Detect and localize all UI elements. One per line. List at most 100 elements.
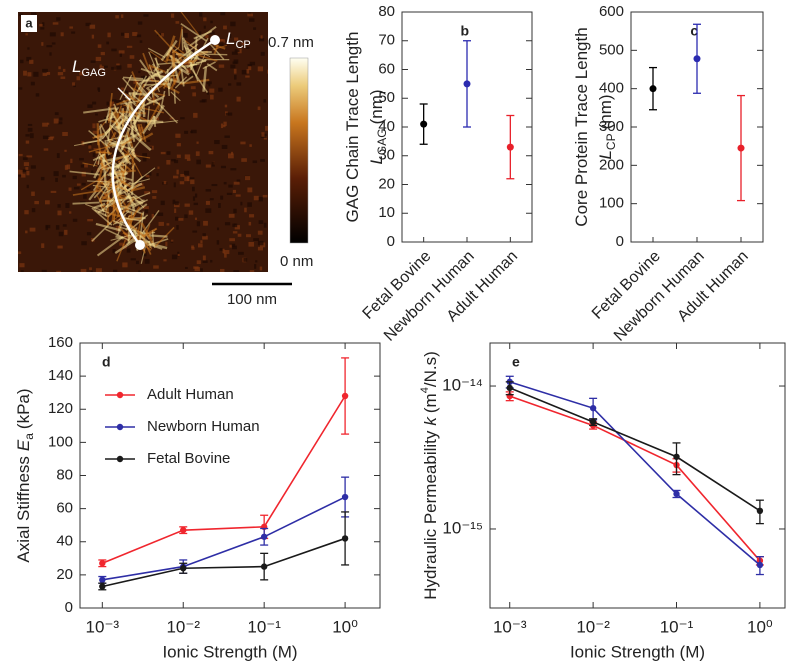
fiber xyxy=(172,72,176,85)
fiber xyxy=(148,234,168,238)
speckle xyxy=(161,33,164,37)
x-tick-label: 10⁻³ xyxy=(493,617,527,636)
speckle xyxy=(259,266,263,271)
point xyxy=(589,418,597,426)
speckle xyxy=(233,270,240,272)
speckle xyxy=(85,22,91,27)
fiber xyxy=(181,29,184,51)
speckle xyxy=(184,214,188,219)
speckle xyxy=(233,75,237,80)
fiber xyxy=(195,54,206,76)
point xyxy=(756,561,764,569)
speckle xyxy=(175,21,180,24)
speckle xyxy=(106,101,110,106)
fiber xyxy=(115,145,132,166)
speckle xyxy=(148,146,153,149)
speckle xyxy=(157,166,160,169)
speckle xyxy=(248,221,252,226)
speckle xyxy=(92,123,96,129)
speckle xyxy=(72,82,76,86)
speckle xyxy=(123,146,126,150)
speckle xyxy=(189,177,195,181)
speckle xyxy=(219,248,223,251)
speckle xyxy=(236,179,241,183)
speckle xyxy=(166,159,171,165)
speckle xyxy=(69,211,72,214)
fiber xyxy=(142,75,151,88)
speckle xyxy=(176,169,179,175)
fiber xyxy=(119,175,133,181)
point xyxy=(180,526,187,534)
subscript: GAG xyxy=(81,67,105,79)
speckle xyxy=(210,20,213,24)
fiber xyxy=(116,118,124,131)
speckle xyxy=(56,270,62,272)
y-tick-label: 30 xyxy=(378,147,395,164)
y-tick-label: 60 xyxy=(56,500,73,517)
speckle xyxy=(210,94,214,100)
speckle xyxy=(81,171,86,177)
speckle xyxy=(238,251,244,255)
speckle xyxy=(237,233,242,237)
fiber xyxy=(91,207,113,226)
subscript: CP xyxy=(235,39,250,51)
speckle xyxy=(26,56,32,62)
speckle xyxy=(197,243,203,248)
fiber xyxy=(175,51,195,65)
colorbar-min: 0 nm xyxy=(280,253,313,270)
speckle xyxy=(232,245,237,250)
speckle xyxy=(209,198,214,201)
y-axis-label: LGAG (nm) xyxy=(367,89,389,164)
speckle xyxy=(31,208,36,213)
speckle xyxy=(143,14,149,17)
speckle xyxy=(178,218,184,221)
speckle xyxy=(50,190,57,193)
speckle xyxy=(138,270,141,272)
speckle xyxy=(104,117,107,120)
speckle xyxy=(42,73,48,76)
fiber xyxy=(122,77,138,95)
speckle xyxy=(138,126,144,132)
speckle xyxy=(205,164,211,168)
speckle xyxy=(86,187,91,190)
fiber xyxy=(92,132,105,140)
y-axis-label: Core Protein Trace Length xyxy=(572,27,591,226)
speckle xyxy=(202,255,206,261)
speckle xyxy=(116,63,120,66)
point xyxy=(673,453,680,460)
speckle xyxy=(48,137,54,141)
speckle xyxy=(115,100,122,103)
speckle xyxy=(26,170,30,176)
speckle xyxy=(249,144,252,147)
fiber xyxy=(93,154,100,167)
speckle xyxy=(191,129,197,134)
speckle xyxy=(135,260,139,265)
speckle xyxy=(260,158,265,162)
series-line xyxy=(509,395,761,562)
fiber xyxy=(128,92,149,97)
speckle xyxy=(104,154,110,158)
speckle xyxy=(151,190,158,194)
speckle xyxy=(257,230,263,235)
speckle xyxy=(103,65,108,68)
fiber xyxy=(142,52,150,70)
speckle xyxy=(253,238,260,241)
fiber xyxy=(101,195,111,201)
y-tick-label: 10⁻¹⁵ xyxy=(442,518,483,537)
speckle xyxy=(145,174,150,178)
y-tick-label: 100 xyxy=(599,195,624,212)
y-tick-label: 200 xyxy=(599,156,624,173)
speckle xyxy=(223,121,227,126)
speckle xyxy=(90,270,93,272)
speckle xyxy=(223,181,227,185)
speckle xyxy=(223,250,230,255)
label-part: a xyxy=(22,433,36,440)
label-part: 4 xyxy=(419,387,431,393)
x-tick-label: 10⁻¹ xyxy=(660,617,694,636)
speckle xyxy=(193,112,198,118)
speckle xyxy=(115,225,121,229)
speckle xyxy=(121,14,124,18)
fiber xyxy=(98,199,123,202)
speckle xyxy=(79,157,84,161)
label-part: GAG xyxy=(375,128,389,155)
